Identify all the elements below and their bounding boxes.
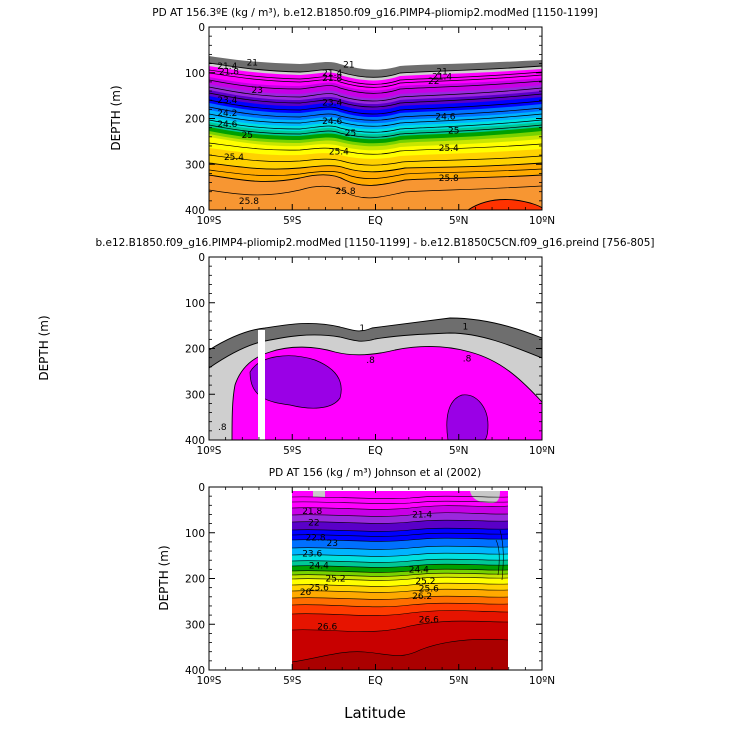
contour-label-a: 21.4 xyxy=(322,69,342,79)
contour-label-a: 24.6 xyxy=(322,117,342,127)
contour-label-c: 22 xyxy=(308,519,319,529)
x-tick-label-b: 10ºS xyxy=(197,445,222,457)
contour-label-b: .8 xyxy=(218,423,227,433)
contour-label-c: 26.6 xyxy=(317,623,337,633)
x-tick-label-a: EQ xyxy=(368,215,383,227)
contour-label-a: 21 xyxy=(343,61,354,71)
panel-c-ylabel: DEPTH (m) xyxy=(157,545,171,610)
contour-label-c: 21.8 xyxy=(302,507,322,517)
x-tick-label-b: 5ºN xyxy=(449,445,468,457)
contour-label-a: 21 xyxy=(247,59,258,69)
panel-c-title: PD AT 156 (kg / m³) Johnson et al (2002) xyxy=(269,467,481,479)
contour-label-c: 25.2 xyxy=(415,577,435,587)
panel-a-title: PD AT 156.3ºE (kg / m³), b.e12.B1850.f09… xyxy=(152,7,598,19)
panel-b-axes: 10ºS 5ºS EQ 5ºN 10ºN 0 100 200 300 400 xyxy=(185,252,555,457)
contour-label-a: 21.8 xyxy=(322,74,342,84)
y-tick-label-a: 200 xyxy=(185,114,205,126)
contour-label-a: 23 xyxy=(252,86,263,96)
x-tick-label-c: 5ºS xyxy=(283,675,302,687)
x-tick-label-b: 10ºN xyxy=(529,445,555,457)
x-tick-label-b: 5ºS xyxy=(283,445,302,457)
contour-label-a: 22 xyxy=(428,77,439,87)
contour-label-c: 25.6 xyxy=(419,585,439,595)
panel-b: b.e12.B1850.f09_g16.PIMP4-pliomip2.modMe… xyxy=(37,237,655,457)
y-tick-label-a: 400 xyxy=(185,205,205,217)
contour-label-c: 25.2 xyxy=(326,575,346,585)
y-tick-label-b: 0 xyxy=(198,252,205,264)
panel-b-contour-labels: 1 1 .8 .8 .8 xyxy=(218,323,472,434)
contour-label-c: 23 xyxy=(326,539,337,549)
contour-label-a: 25.8 xyxy=(336,187,356,197)
panel-a: PD AT 156.3ºE (kg / m³), b.e12.B1850.f09… xyxy=(109,7,598,227)
x-tick-label-a: 5ºN xyxy=(449,215,468,227)
contour-label-a: 21.4 xyxy=(217,62,237,72)
contour-label-a: 25 xyxy=(345,129,356,139)
contour-label-c: 26.6 xyxy=(419,616,439,626)
contour-label-b: .8 xyxy=(366,356,375,366)
contour-label-c: 26.2 xyxy=(412,592,432,602)
contour-label-a: 21.4 xyxy=(432,72,452,82)
contour-label-b: 1 xyxy=(359,324,365,334)
x-tick-label-a: 10ºS xyxy=(197,215,222,227)
contour-label-a: 21.8 xyxy=(219,67,239,77)
panel-c-axes: 10ºS 5ºS EQ 5ºN 10ºN 0 100 200 300 400 xyxy=(185,482,555,687)
y-tick-label-b: 300 xyxy=(185,389,205,401)
panel-c: PD AT 156 (kg / m³) Johnson et al (2002)… xyxy=(157,467,555,722)
x-tick-label-c: EQ xyxy=(368,675,383,687)
contour-label-a: 24.6 xyxy=(217,120,237,130)
contour-label-c: 23.6 xyxy=(302,549,322,559)
panel-a-field xyxy=(209,27,542,210)
contour-label-c: 22.8 xyxy=(306,533,326,543)
panel-a-ylabel: DEPTH (m) xyxy=(109,85,123,150)
contour-label-a: 25.4 xyxy=(329,147,349,157)
contour-label-a: 25.8 xyxy=(239,197,259,207)
contour-label-a: 24.6 xyxy=(435,113,455,123)
y-tick-label-b: 100 xyxy=(185,298,205,310)
x-tick-label-a: 5ºS xyxy=(283,215,302,227)
panel-a-axes: 10ºS 5ºS EQ 5ºN 10ºN 0 100 200 300 400 xyxy=(185,22,555,227)
contour-label-c: 25.6 xyxy=(309,584,329,594)
contour-label-a: 25 xyxy=(448,126,459,136)
y-tick-label-c: 100 xyxy=(185,528,205,540)
contour-label-a: 25.4 xyxy=(224,153,244,163)
y-tick-label-b: 400 xyxy=(185,435,205,447)
panel-b-title: b.e12.B1850.f09_g16.PIMP4-pliomip2.modMe… xyxy=(95,237,654,249)
y-tick-label-c: 300 xyxy=(185,619,205,631)
contour-label-b: .8 xyxy=(463,355,472,365)
contour-label-a: 23.4 xyxy=(217,96,237,106)
x-tick-label-b: EQ xyxy=(368,445,383,457)
y-tick-label-c: 400 xyxy=(185,665,205,677)
panel-b-ylabel: DEPTH (m) xyxy=(37,315,51,380)
panel-b-field xyxy=(209,257,542,440)
contour-label-a: 25.8 xyxy=(439,174,459,184)
x-tick-label-c: 10ºN xyxy=(529,675,555,687)
contour-label-a: 25 xyxy=(242,131,253,141)
contour-label-c: 26 xyxy=(300,588,312,598)
contour-label-b: 1 xyxy=(463,323,469,333)
contour-label-c: 21.4 xyxy=(412,510,432,520)
contour-label-a: 21 xyxy=(436,67,447,77)
contour-label-c: 24.4 xyxy=(409,565,429,575)
y-tick-label-a: 300 xyxy=(185,159,205,171)
y-tick-label-b: 200 xyxy=(185,344,205,356)
panel-a-contour-labels: 2121.421.82121.421.82121.4222323.424.224… xyxy=(217,59,459,207)
contour-label-c: 24.4 xyxy=(309,562,329,572)
y-tick-label-c: 0 xyxy=(198,482,205,494)
x-tick-label-c: 10ºS xyxy=(197,675,222,687)
x-tick-label-a: 10ºN xyxy=(529,215,555,227)
y-tick-label-c: 200 xyxy=(185,574,205,586)
contour-label-a: 25.4 xyxy=(439,144,459,154)
x-axis-title: Latitude xyxy=(344,704,406,722)
y-tick-label-a: 100 xyxy=(185,68,205,80)
x-tick-label-c: 5ºN xyxy=(449,675,468,687)
y-tick-label-a: 0 xyxy=(198,22,205,34)
contour-label-a: 23.4 xyxy=(322,98,342,108)
contour-label-a: 24.2 xyxy=(217,109,237,119)
panel-c-field xyxy=(209,487,542,670)
